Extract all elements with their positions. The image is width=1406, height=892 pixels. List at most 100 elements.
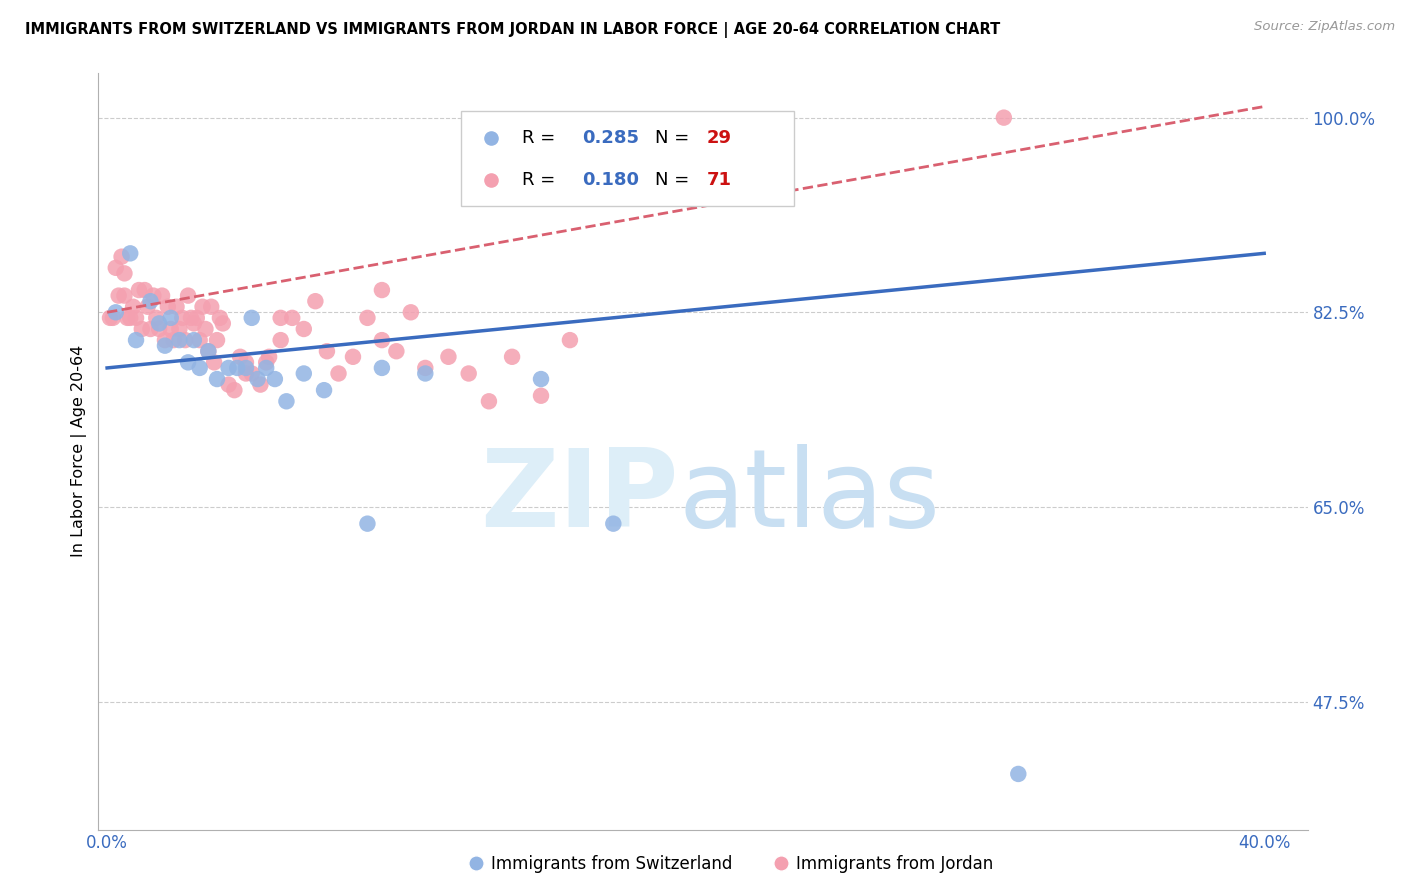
Point [172, 310, 194, 325]
Point [342, 350, 364, 364]
Point [205, 333, 228, 347]
Point [150, 288, 173, 302]
Point [197, 344, 219, 359]
Point [218, 360, 240, 375]
Point [304, 294, 326, 309]
Point [292, 367, 315, 381]
Text: 0.285: 0.285 [582, 129, 640, 147]
Text: 71: 71 [707, 171, 731, 189]
Point [328, 367, 350, 381]
Point [188, 333, 211, 347]
Point [148, 317, 170, 331]
Point [200, 300, 222, 314]
Point [399, 305, 422, 319]
Point [125, 310, 148, 325]
Point [194, 322, 217, 336]
Point [142, 288, 165, 302]
Point [356, 516, 378, 531]
Point [104, 260, 127, 275]
Point [117, 310, 139, 325]
Point [281, 310, 304, 325]
Point [159, 322, 181, 336]
Point [371, 360, 394, 375]
Point [276, 394, 298, 409]
Point [316, 344, 339, 359]
Point [602, 516, 624, 531]
Point [240, 367, 263, 381]
Text: 0.180: 0.180 [582, 171, 640, 189]
Point [177, 355, 200, 369]
Point [128, 283, 150, 297]
Point [371, 333, 394, 347]
Point [229, 350, 252, 364]
Legend: Immigrants from Switzerland, Immigrants from Jordan: Immigrants from Switzerland, Immigrants … [463, 848, 1000, 880]
Point [1007, 767, 1029, 781]
Point [186, 310, 208, 325]
Text: 29: 29 [707, 129, 731, 147]
Point [457, 367, 479, 381]
Point [153, 339, 176, 353]
Point [159, 310, 181, 325]
Point [110, 250, 132, 264]
Text: N =: N = [655, 171, 695, 189]
Point [312, 383, 335, 397]
Point [371, 283, 394, 297]
Point [257, 350, 280, 364]
Point [356, 310, 378, 325]
Point [169, 333, 191, 347]
Point [162, 333, 184, 347]
Point [183, 317, 205, 331]
Text: atlas: atlas [679, 443, 941, 549]
Point [254, 360, 277, 375]
Point [139, 322, 162, 336]
Point [208, 310, 231, 325]
Point [148, 322, 170, 336]
Text: ZIP: ZIP [481, 443, 679, 549]
Point [292, 322, 315, 336]
Point [249, 377, 271, 392]
Point [437, 350, 460, 364]
Point [413, 367, 436, 381]
Point [530, 389, 553, 403]
Point [246, 372, 269, 386]
Point [530, 372, 553, 386]
Point [120, 310, 142, 325]
Point [136, 300, 159, 314]
Text: R =: R = [522, 129, 561, 147]
Point [166, 300, 188, 314]
Point [270, 310, 292, 325]
Text: N =: N = [655, 129, 695, 147]
Point [169, 322, 191, 336]
Point [125, 333, 148, 347]
Point [134, 283, 156, 297]
Point [205, 372, 228, 386]
Point [107, 288, 129, 302]
Point [177, 288, 200, 302]
Point [101, 310, 124, 325]
Point [122, 300, 145, 314]
Text: IMMIGRANTS FROM SWITZERLAND VS IMMIGRANTS FROM JORDAN IN LABOR FORCE | AGE 20-64: IMMIGRANTS FROM SWITZERLAND VS IMMIGRANT… [25, 22, 1001, 38]
Point [224, 383, 246, 397]
Point [131, 322, 153, 336]
Y-axis label: In Labor Force | Age 20-64: In Labor Force | Age 20-64 [72, 345, 87, 558]
Point [98, 310, 121, 325]
Text: Source: ZipAtlas.com: Source: ZipAtlas.com [1254, 20, 1395, 33]
Point [191, 300, 214, 314]
Point [174, 333, 197, 347]
Point [218, 377, 240, 392]
Point [202, 355, 225, 369]
Point [235, 355, 257, 369]
Point [270, 333, 292, 347]
Point [197, 344, 219, 359]
Point [1036, 268, 1059, 282]
Point [235, 360, 257, 375]
Point [183, 333, 205, 347]
Point [114, 266, 136, 280]
Point [104, 305, 127, 319]
Point [413, 360, 436, 375]
Point [240, 310, 263, 325]
Point [120, 246, 142, 260]
Point [188, 360, 211, 375]
Point [139, 294, 162, 309]
Point [145, 310, 167, 325]
